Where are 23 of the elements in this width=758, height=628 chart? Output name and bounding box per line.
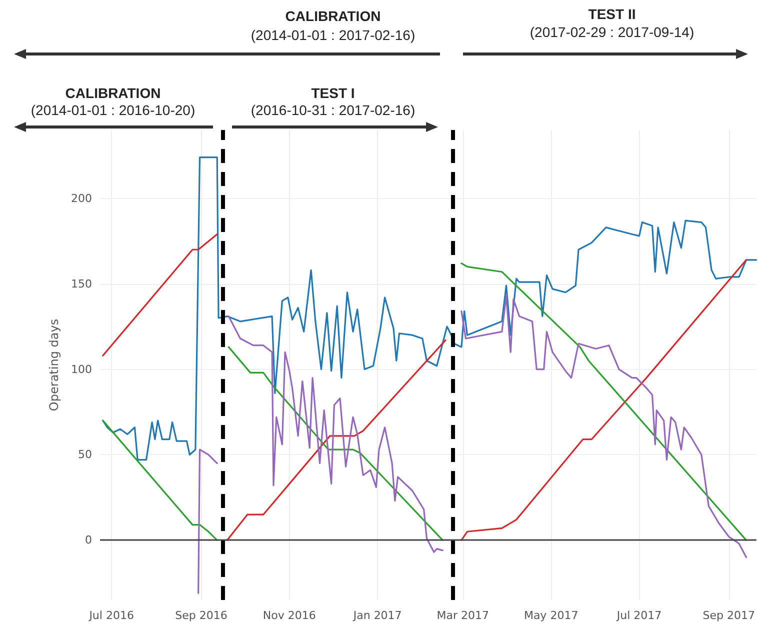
text: (2014-01-01 : 2016-10-20) <box>30 102 196 118</box>
y-axis-title: Operating days <box>47 318 62 412</box>
text: TEST I <box>311 85 355 101</box>
y-tick-label: 100 <box>71 362 92 376</box>
y-tick-label: 200 <box>71 192 92 205</box>
text: (2017-02-29 : 2017-09-14) <box>530 24 694 40</box>
text: (2014-01-01 : 2017-02-16) <box>250 27 416 43</box>
y-tick-label: 150 <box>71 277 92 290</box>
y-tick-label: 50 <box>78 448 92 462</box>
x-tick-label: Sep 2017 <box>702 609 756 622</box>
x-tick-label: Jul 2017 <box>616 609 662 622</box>
x-tick-label: Sep 2016 <box>175 609 228 622</box>
x-tick-label: Jan 2017 <box>352 609 402 622</box>
line-series <box>102 156 758 461</box>
text: TEST II <box>588 6 636 22</box>
x-tick-label: May 2017 <box>524 609 578 622</box>
x-tick-label: Mar 2017 <box>436 609 489 622</box>
text: CALIBRATION <box>285 8 381 24</box>
y-tick-label: 0 <box>85 534 92 547</box>
x-tick-label: Jul 2016 <box>88 609 134 622</box>
text: CALIBRATION <box>65 85 161 101</box>
text: (2016-10-31 : 2017-02-16) <box>250 102 416 118</box>
x-tick-label: Nov 2016 <box>262 609 316 622</box>
